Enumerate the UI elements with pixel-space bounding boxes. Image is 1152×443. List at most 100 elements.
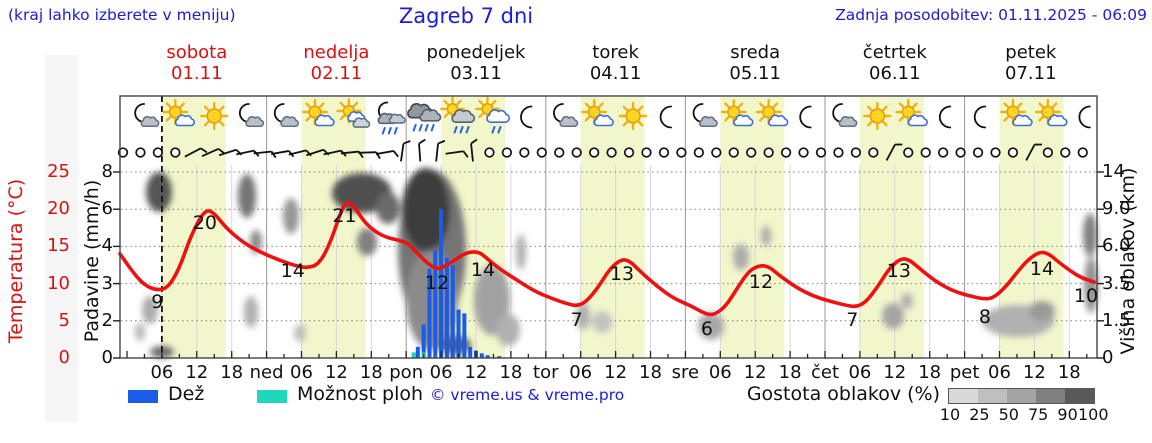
weather-sun-icon — [618, 101, 648, 131]
wind-calm-icon — [554, 147, 565, 158]
weather-moon-cloud-icon — [553, 103, 579, 128]
weather-moon-cloud-icon — [134, 103, 160, 128]
cloud-density-legend-label: Gostota oblakov (%) — [746, 383, 940, 405]
wind-calm-icon — [815, 147, 827, 158]
weather-sun-cloud-icon — [301, 98, 335, 127]
wind-calm-icon — [152, 147, 164, 158]
wind-calm-icon — [519, 147, 530, 158]
weather-sun-icon — [200, 101, 229, 131]
weather-sun-cloud-icon — [162, 98, 196, 127]
wind-calm-icon — [955, 147, 966, 158]
weather-moon-icon — [973, 105, 987, 129]
weather-sun-cloud-icon — [581, 98, 614, 127]
wind-calm-icon — [746, 147, 757, 158]
wind-calm-icon — [868, 147, 879, 158]
last-update-text: Zadnja posodobitev: 01.11.2025 - 06:09 — [835, 6, 1147, 24]
showers-legend-label: Možnost ploh — [297, 383, 424, 405]
wind-calm-icon — [658, 147, 670, 158]
weather-moon-icon — [799, 105, 812, 129]
wind-calm-icon — [903, 147, 914, 158]
wind-symbol-row — [117, 138, 1088, 162]
wind-barb-icon — [1025, 143, 1043, 161]
wind-calm-icon — [676, 147, 687, 158]
weather-sun-rain2-icon — [475, 96, 510, 134]
rain-bars — [411, 209, 502, 358]
cloud-density-gradient-bar — [948, 388, 1095, 404]
cloud-density-gradient-segment — [1007, 389, 1036, 403]
wind-calm-icon — [135, 147, 146, 158]
wind-calm-icon — [1007, 147, 1019, 158]
wind-calm-icon — [938, 147, 949, 158]
weather-sun-icon — [863, 101, 892, 131]
weather-sun-clouds-icon — [336, 98, 371, 128]
wind-calm-icon — [693, 147, 704, 158]
wind-barb-icon — [375, 150, 399, 158]
wind-calm-icon — [728, 147, 739, 158]
wind-calm-icon — [536, 147, 547, 158]
rain-legend-swatch — [128, 390, 158, 403]
wind-calm-icon — [1060, 147, 1071, 158]
wind-barb-icon — [418, 138, 426, 162]
wind-calm-icon — [920, 147, 931, 158]
cloud-density-gradient-segment — [1036, 389, 1065, 403]
wind-calm-icon — [501, 147, 513, 158]
page-title: Zagreb 7 dni — [398, 4, 534, 28]
wind-calm-icon — [1042, 147, 1053, 158]
wind-calm-icon — [763, 147, 774, 158]
wind-calm-icon — [972, 147, 984, 158]
showers-legend-swatch — [257, 390, 287, 403]
cloud-density-gradient-segment — [949, 389, 978, 403]
weather-moon-icon — [1078, 105, 1091, 129]
weather-sun-rain-icon — [440, 96, 476, 134]
wind-calm-icon — [589, 147, 600, 158]
weather-moon-icon — [659, 105, 672, 129]
weather-moon-cloud-icon — [832, 103, 858, 128]
plot-border — [119, 95, 1098, 359]
rain-legend-label: Dež — [168, 383, 205, 405]
wind-barb-icon — [253, 150, 277, 159]
weather-sun-cloud-icon — [1034, 98, 1068, 127]
wind-calm-icon — [798, 147, 809, 158]
wind-calm-icon — [117, 147, 129, 158]
copyright-link[interactable]: © vreme.us & vreme.pro — [430, 386, 625, 404]
wind-calm-icon — [1077, 147, 1088, 158]
wind-barb-icon — [470, 138, 478, 162]
weather-moon-icon — [938, 105, 952, 129]
weather-sun-cloud-icon — [720, 98, 754, 127]
wind-calm-icon — [990, 147, 1001, 158]
wind-calm-icon — [623, 147, 635, 158]
cloud-density-gradient-segment — [978, 389, 1007, 403]
left-margin-strip — [45, 55, 78, 422]
wind-barb-icon — [201, 148, 225, 157]
wind-barb-icon — [885, 143, 903, 161]
temperature-line — [118, 200, 1097, 317]
weather-moon-cloud-icon — [238, 103, 265, 128]
weather-rain-icon — [407, 103, 442, 132]
wind-barb-icon — [184, 147, 208, 158]
weather-sun-cloud-icon — [999, 98, 1033, 127]
weather-icon-row — [134, 96, 1091, 135]
daylight-bands — [161, 97, 1064, 358]
wind-barb-icon — [435, 139, 446, 162]
weather-moon-cloud-icon — [273, 103, 300, 128]
wind-calm-icon — [606, 147, 617, 158]
wind-calm-icon — [833, 147, 844, 158]
weather-moon-icon — [520, 105, 533, 129]
wind-barb-icon — [400, 140, 411, 162]
wind-barb-icon — [445, 150, 469, 158]
wind-calm-icon — [484, 147, 495, 158]
wind-calm-icon — [571, 147, 582, 158]
weather-moon-cloud-icon — [692, 103, 718, 128]
weather-sun-cloud-icon — [895, 98, 928, 127]
location-menu-hint: (kraj lahko izberete v meniju) — [8, 6, 236, 24]
wind-calm-icon — [711, 147, 722, 158]
wind-barb-icon — [236, 149, 260, 157]
wind-calm-icon — [850, 147, 862, 158]
weather-sun-cloud-icon — [755, 98, 789, 127]
weather-moon-rain-icon — [377, 101, 406, 135]
axis-ticks — [113, 171, 1104, 359]
wind-calm-icon — [780, 147, 792, 158]
wind-calm-icon — [170, 147, 181, 158]
